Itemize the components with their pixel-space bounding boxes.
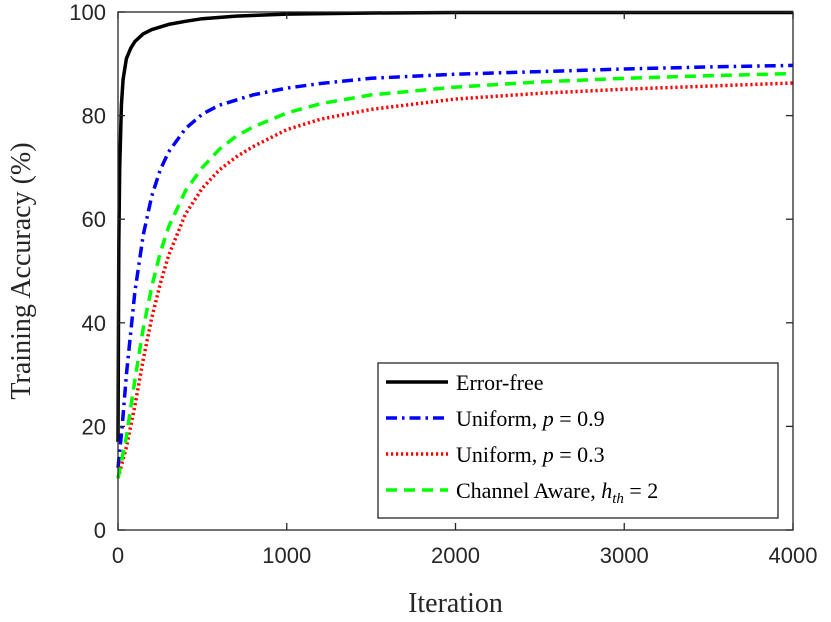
series-line-2 [116, 81, 794, 479]
x-tick-label: 1000 [262, 543, 311, 568]
y-tick-label: 40 [82, 311, 106, 336]
x-axis-title: Iteration [408, 588, 503, 619]
legend-label-3: Channel Aware, hth = 2 [456, 478, 658, 507]
legend-box [377, 362, 779, 519]
series-line-1 [116, 63, 794, 468]
x-tick-label: 0 [112, 543, 124, 568]
x-tick-label: 2000 [431, 543, 480, 568]
series-line-0 [116, 10, 793, 442]
series-layer [116, 10, 794, 479]
legend-label-1: Uniform, p = 0.9 [456, 406, 605, 431]
legend: Error-free Uniform, p = 0.9 Uniform, p = 0… [377, 362, 779, 519]
series-line-3 [116, 71, 794, 479]
y-axis-title: Training Accuracy (%) [6, 142, 37, 399]
y-tick-label: 60 [82, 207, 106, 232]
axes-layer: 0 1000 2000 3000 4000 0 20 40 60 80 100 [69, 0, 817, 568]
y-tick-label: 20 [82, 414, 106, 439]
legend-label-2: Uniform, p = 0.3 [456, 442, 605, 467]
y-tick-label: 100 [69, 0, 106, 25]
y-tick-label: 0 [94, 518, 106, 543]
y-tick-label: 80 [82, 104, 106, 129]
x-tick-label: 4000 [769, 543, 818, 568]
x-tick-label: 3000 [600, 543, 649, 568]
legend-label-0: Error-free [456, 370, 543, 395]
